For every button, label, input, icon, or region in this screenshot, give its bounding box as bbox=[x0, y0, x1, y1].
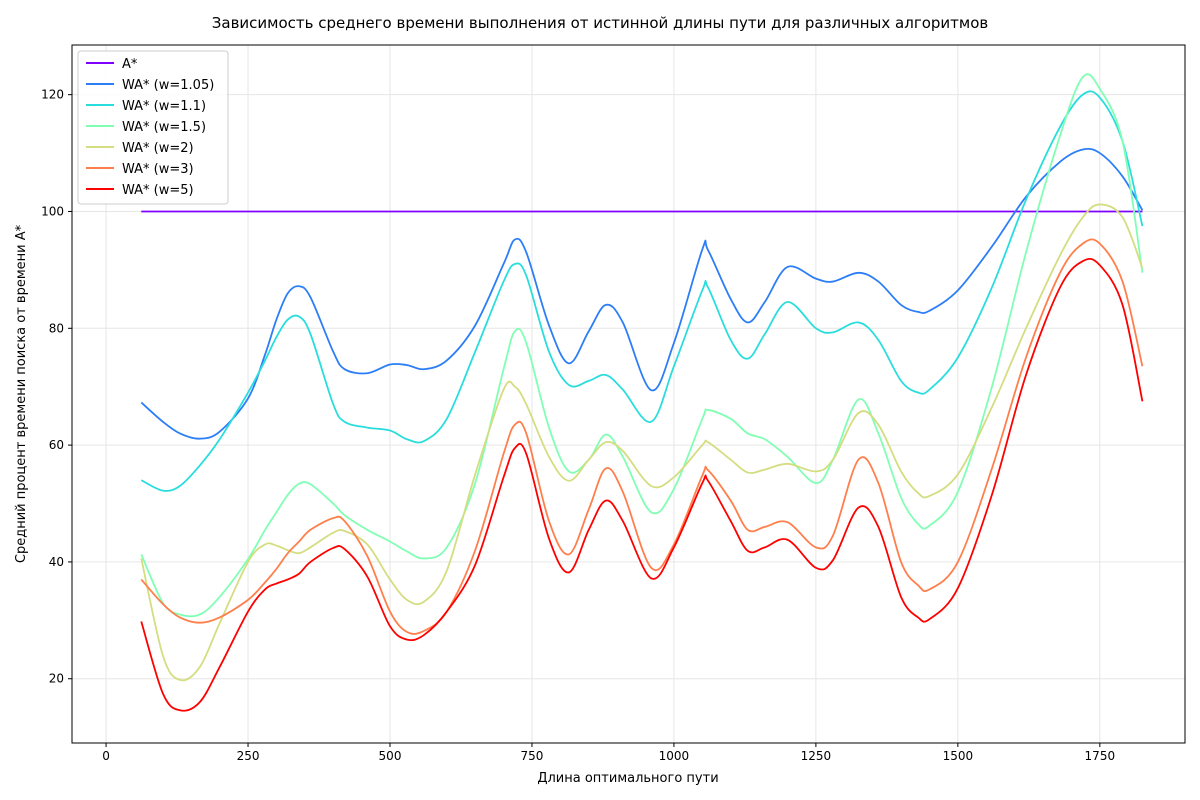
series-line-3 bbox=[140, 73, 1144, 618]
x-tick-label: 250 bbox=[237, 749, 260, 763]
x-tick-label: 0 bbox=[102, 749, 110, 763]
legend-box bbox=[77, 50, 229, 205]
series-line-2 bbox=[140, 90, 1144, 492]
y-tick-label: 20 bbox=[49, 672, 64, 686]
legend-label: A* bbox=[122, 57, 138, 72]
chart-title: Зависимость среднего времени выполнения … bbox=[212, 14, 988, 32]
x-tick-label: 1250 bbox=[801, 749, 832, 763]
y-tick-label: 80 bbox=[49, 321, 64, 335]
plot-frame bbox=[71, 44, 1186, 744]
legend-label: WA* (w=5) bbox=[122, 183, 194, 198]
x-axis-label: Длина оптимального пути bbox=[537, 771, 718, 786]
y-tick-label: 60 bbox=[49, 438, 64, 452]
series-line-4 bbox=[140, 203, 1144, 682]
legend-label: WA* (w=2) bbox=[122, 141, 194, 156]
x-axis: 0 250 500 750 1000 1250 1500 1750 bbox=[102, 743, 1115, 763]
y-tick-label: 100 bbox=[41, 204, 64, 218]
series-line-6 bbox=[140, 257, 1144, 712]
x-tick-label: 1500 bbox=[943, 749, 974, 763]
y-tick-label: 120 bbox=[41, 88, 64, 102]
series-lines bbox=[140, 73, 1144, 712]
legend-label: WA* (w=1.5) bbox=[122, 120, 206, 135]
series-line-1 bbox=[140, 147, 1144, 440]
y-axis: 20 40 60 80 100 120 bbox=[41, 88, 72, 686]
x-tick-label: 1000 bbox=[659, 749, 690, 763]
legend-label: WA* (w=3) bbox=[122, 162, 194, 177]
y-axis-label: Средний процент времени поиска от времен… bbox=[14, 224, 29, 563]
legend: A* WA* (w=1.05) WA* (w=1.1) WA* (w=1.5) WA* … bbox=[77, 50, 229, 205]
x-tick-label: 500 bbox=[379, 749, 402, 763]
legend-label: WA* (w=1.05) bbox=[122, 78, 214, 93]
series-line-5 bbox=[140, 238, 1144, 635]
legend-label: WA* (w=1.1) bbox=[122, 99, 206, 114]
x-tick-label: 750 bbox=[521, 749, 544, 763]
x-tick-label: 1750 bbox=[1085, 749, 1116, 763]
y-tick-label: 40 bbox=[49, 555, 64, 569]
